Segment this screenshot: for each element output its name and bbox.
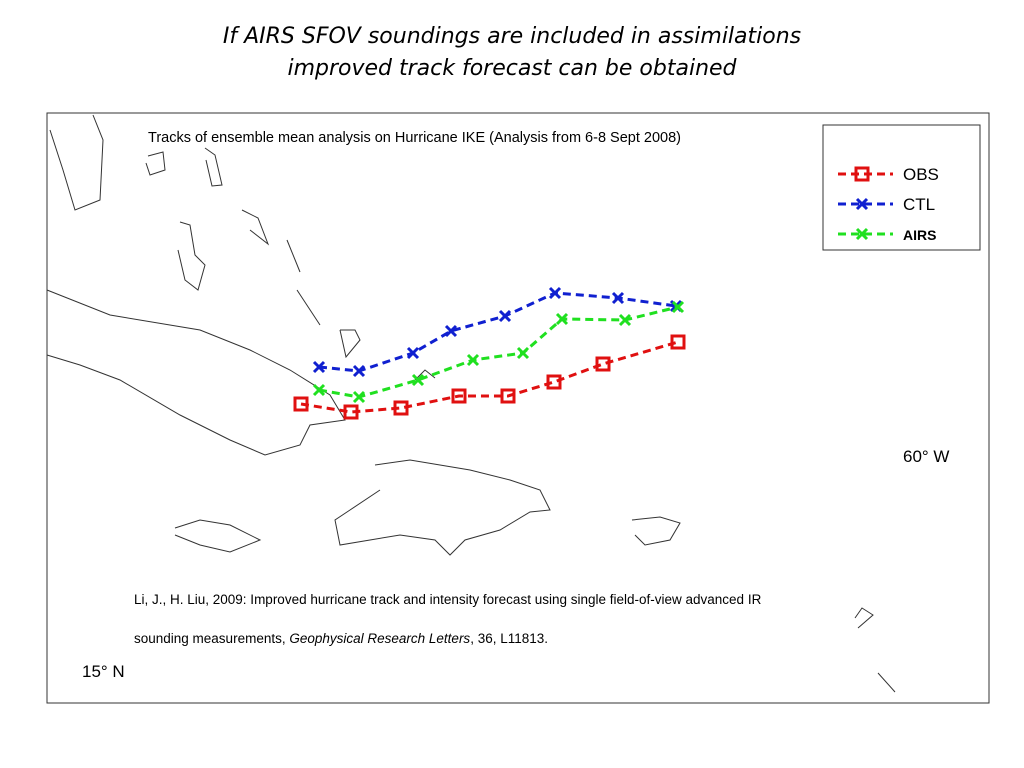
title: improved track forecast can be obtained (287, 56, 737, 81)
track-marker (451, 388, 467, 404)
title: If AIRS SFOV soundings are included in a… (222, 24, 802, 49)
citation-journal: Geophysical Research Letters (289, 631, 471, 646)
legend-box (822, 124, 981, 251)
tracks (293, 286, 686, 420)
track-line (318, 291, 677, 373)
legend-label: CTL (903, 195, 935, 214)
track-marker (670, 334, 686, 350)
track-marker (312, 360, 326, 374)
track-marker (498, 309, 512, 323)
legend-label: OBS (903, 165, 939, 184)
longitude-label: 60° W (903, 447, 949, 466)
track-marker (618, 313, 632, 327)
track-line (300, 340, 679, 414)
track-marker (343, 404, 359, 420)
track-marker (466, 353, 480, 367)
coastlines (46, 114, 896, 693)
track-marker (352, 390, 366, 404)
legend-label: AIRS (903, 227, 936, 243)
track-marker (855, 227, 869, 241)
track-marker (548, 286, 562, 300)
track-marker (555, 312, 569, 326)
latitude-label: 15° N (82, 662, 125, 681)
track-marker (411, 373, 425, 387)
track-marker (406, 346, 420, 360)
track-marker (671, 300, 685, 314)
track-marker (611, 291, 625, 305)
track-line (318, 305, 679, 399)
track-marker (854, 166, 870, 182)
track-marker (595, 356, 611, 372)
track-marker (352, 364, 366, 378)
citation-text: sounding measurements, (134, 631, 290, 646)
track-marker (500, 388, 516, 404)
track-marker (444, 324, 458, 338)
citation-text: , 36, L11813. (470, 631, 549, 646)
track-marker (312, 383, 326, 397)
track-marker (855, 197, 869, 211)
track-marker (393, 400, 409, 416)
legend: OBS CTL AIRS (838, 165, 939, 243)
track-marker (293, 396, 309, 412)
citation: Li, J., H. Liu, 2009: Improved hurricane… (134, 592, 762, 607)
citation: sounding measurements, Geophysical Resea… (134, 631, 548, 646)
track-marker (516, 346, 530, 360)
map-caption: Tracks of ensemble mean analysis on Hurr… (148, 130, 681, 146)
track-marker (546, 374, 562, 390)
map-frame (46, 112, 990, 704)
